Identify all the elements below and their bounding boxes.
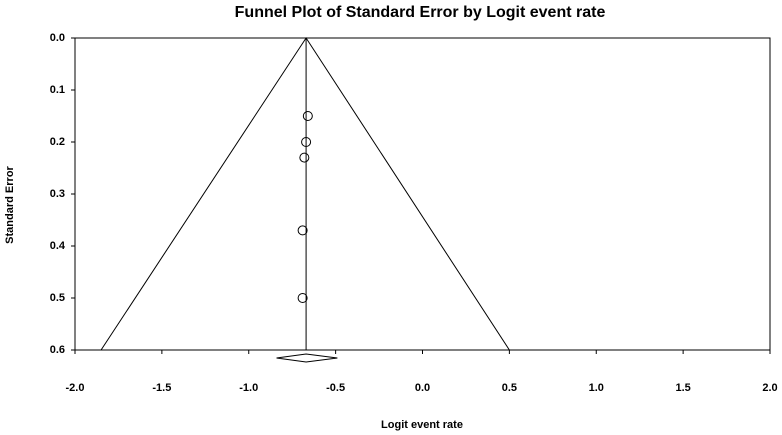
y-axis-label: Standard Error xyxy=(4,165,16,243)
study-point xyxy=(301,137,312,147)
x-tick-label: 2.0 xyxy=(762,382,777,394)
x-tick-label: -1.0 xyxy=(239,382,258,394)
x-axis-label: Logit event rate xyxy=(381,419,463,431)
y-tick-label: 0.6 xyxy=(50,344,65,356)
x-tick-label: 0.0 xyxy=(415,382,430,394)
x-tick-label: 0.5 xyxy=(502,382,517,394)
study-point xyxy=(297,293,308,303)
x-tick-label: -2.0 xyxy=(66,382,85,394)
x-tick-label: 1.5 xyxy=(675,382,690,394)
x-tick-label: -0.5 xyxy=(326,382,345,394)
y-tick-label: 0.2 xyxy=(50,136,65,148)
study-point xyxy=(302,111,313,121)
y-tick-label: 0.5 xyxy=(50,292,65,304)
x-tick-label: -1.5 xyxy=(152,382,171,394)
y-tick-label: 0.0 xyxy=(50,32,65,44)
funnel xyxy=(100,37,510,351)
chart-title: Funnel Plot of Standard Error by Logit e… xyxy=(235,4,606,21)
y-tick-label: 0.4 xyxy=(50,240,66,252)
study-point xyxy=(299,152,310,163)
y-tick-label: 0.3 xyxy=(50,188,65,200)
study-point xyxy=(297,225,308,236)
y-tick-label: 0.1 xyxy=(50,84,65,96)
plot-frame xyxy=(74,37,771,351)
x-tick-label: 1.0 xyxy=(589,382,604,394)
summary-diamond xyxy=(276,353,338,363)
